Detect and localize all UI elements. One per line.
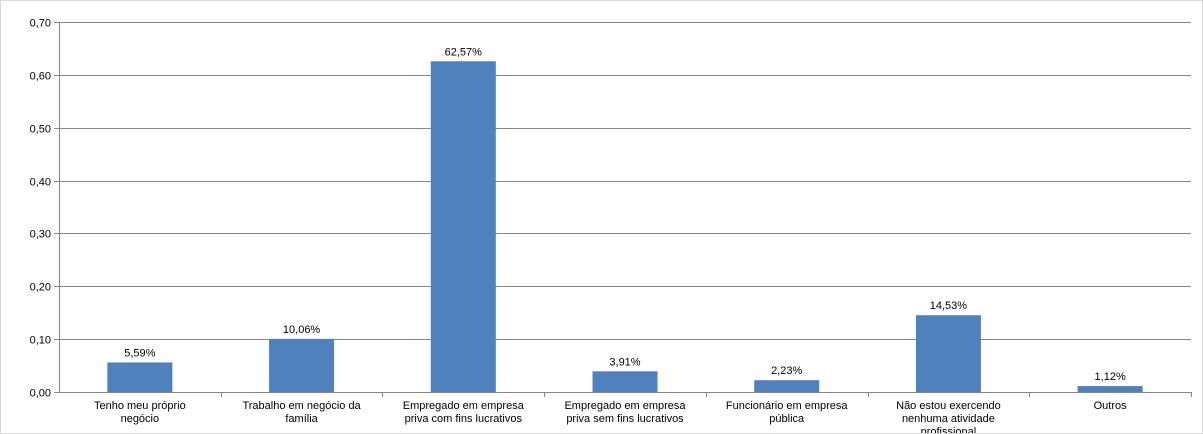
y-tick-label: 0,50: [30, 124, 51, 136]
bar: [269, 338, 335, 392]
y-tick-label: 0,40: [30, 177, 51, 189]
gridlines: [59, 22, 1191, 340]
y-tick-label: 0,70: [30, 18, 51, 30]
y-tick-label: 0,00: [30, 388, 51, 400]
y-axis-ticks: 0,00 0,10 0,20 0,30 0,40 0,50 0,60 0,70: [30, 18, 59, 400]
x-category-label: nenhuma atividade: [902, 413, 995, 425]
data-label: 14,53%: [930, 300, 968, 312]
data-label: 2,23%: [771, 365, 802, 377]
data-label: 3,91%: [609, 356, 640, 368]
x-category-label: Não estou exercendo: [896, 400, 1001, 412]
x-category-label: priva com fins lucrativos: [405, 413, 523, 425]
bars: [107, 61, 1143, 392]
data-labels: 5,59% 10,06% 62,57% 3,91% 2,23% 14,53% 1,12%: [124, 46, 1126, 383]
y-tick-label: 0,60: [30, 71, 51, 83]
data-label: 5,59%: [124, 347, 155, 359]
bar: [592, 371, 658, 392]
bar: [430, 61, 496, 392]
x-category-label: negócio: [121, 413, 160, 425]
bar: [754, 380, 820, 392]
bar: [915, 315, 981, 392]
x-category-label: priva sem fins lucrativos: [566, 413, 684, 425]
x-category-label: profissional: [921, 426, 977, 433]
data-label: 62,57%: [445, 46, 483, 58]
x-category-label: Empregado em empresa: [564, 400, 686, 412]
x-category-label: Tenho meu próprio: [94, 400, 186, 412]
x-category-label: família: [285, 413, 318, 425]
y-tick-label: 0,20: [30, 282, 51, 294]
x-category-label: Trabalho em negócio da: [242, 400, 361, 412]
y-tick-label: 0,30: [30, 229, 51, 241]
x-category-label: pública: [769, 413, 805, 425]
x-category-label: Empregado em empresa: [403, 400, 525, 412]
x-category-label: Funcionário em empresa: [726, 400, 849, 412]
x-category-label: Outros: [1094, 400, 1128, 412]
data-label: 10,06%: [283, 324, 321, 336]
data-label: 1,12%: [1095, 371, 1126, 383]
bar: [107, 362, 173, 392]
bar: [1077, 386, 1143, 392]
y-tick-label: 0,10: [30, 335, 51, 347]
